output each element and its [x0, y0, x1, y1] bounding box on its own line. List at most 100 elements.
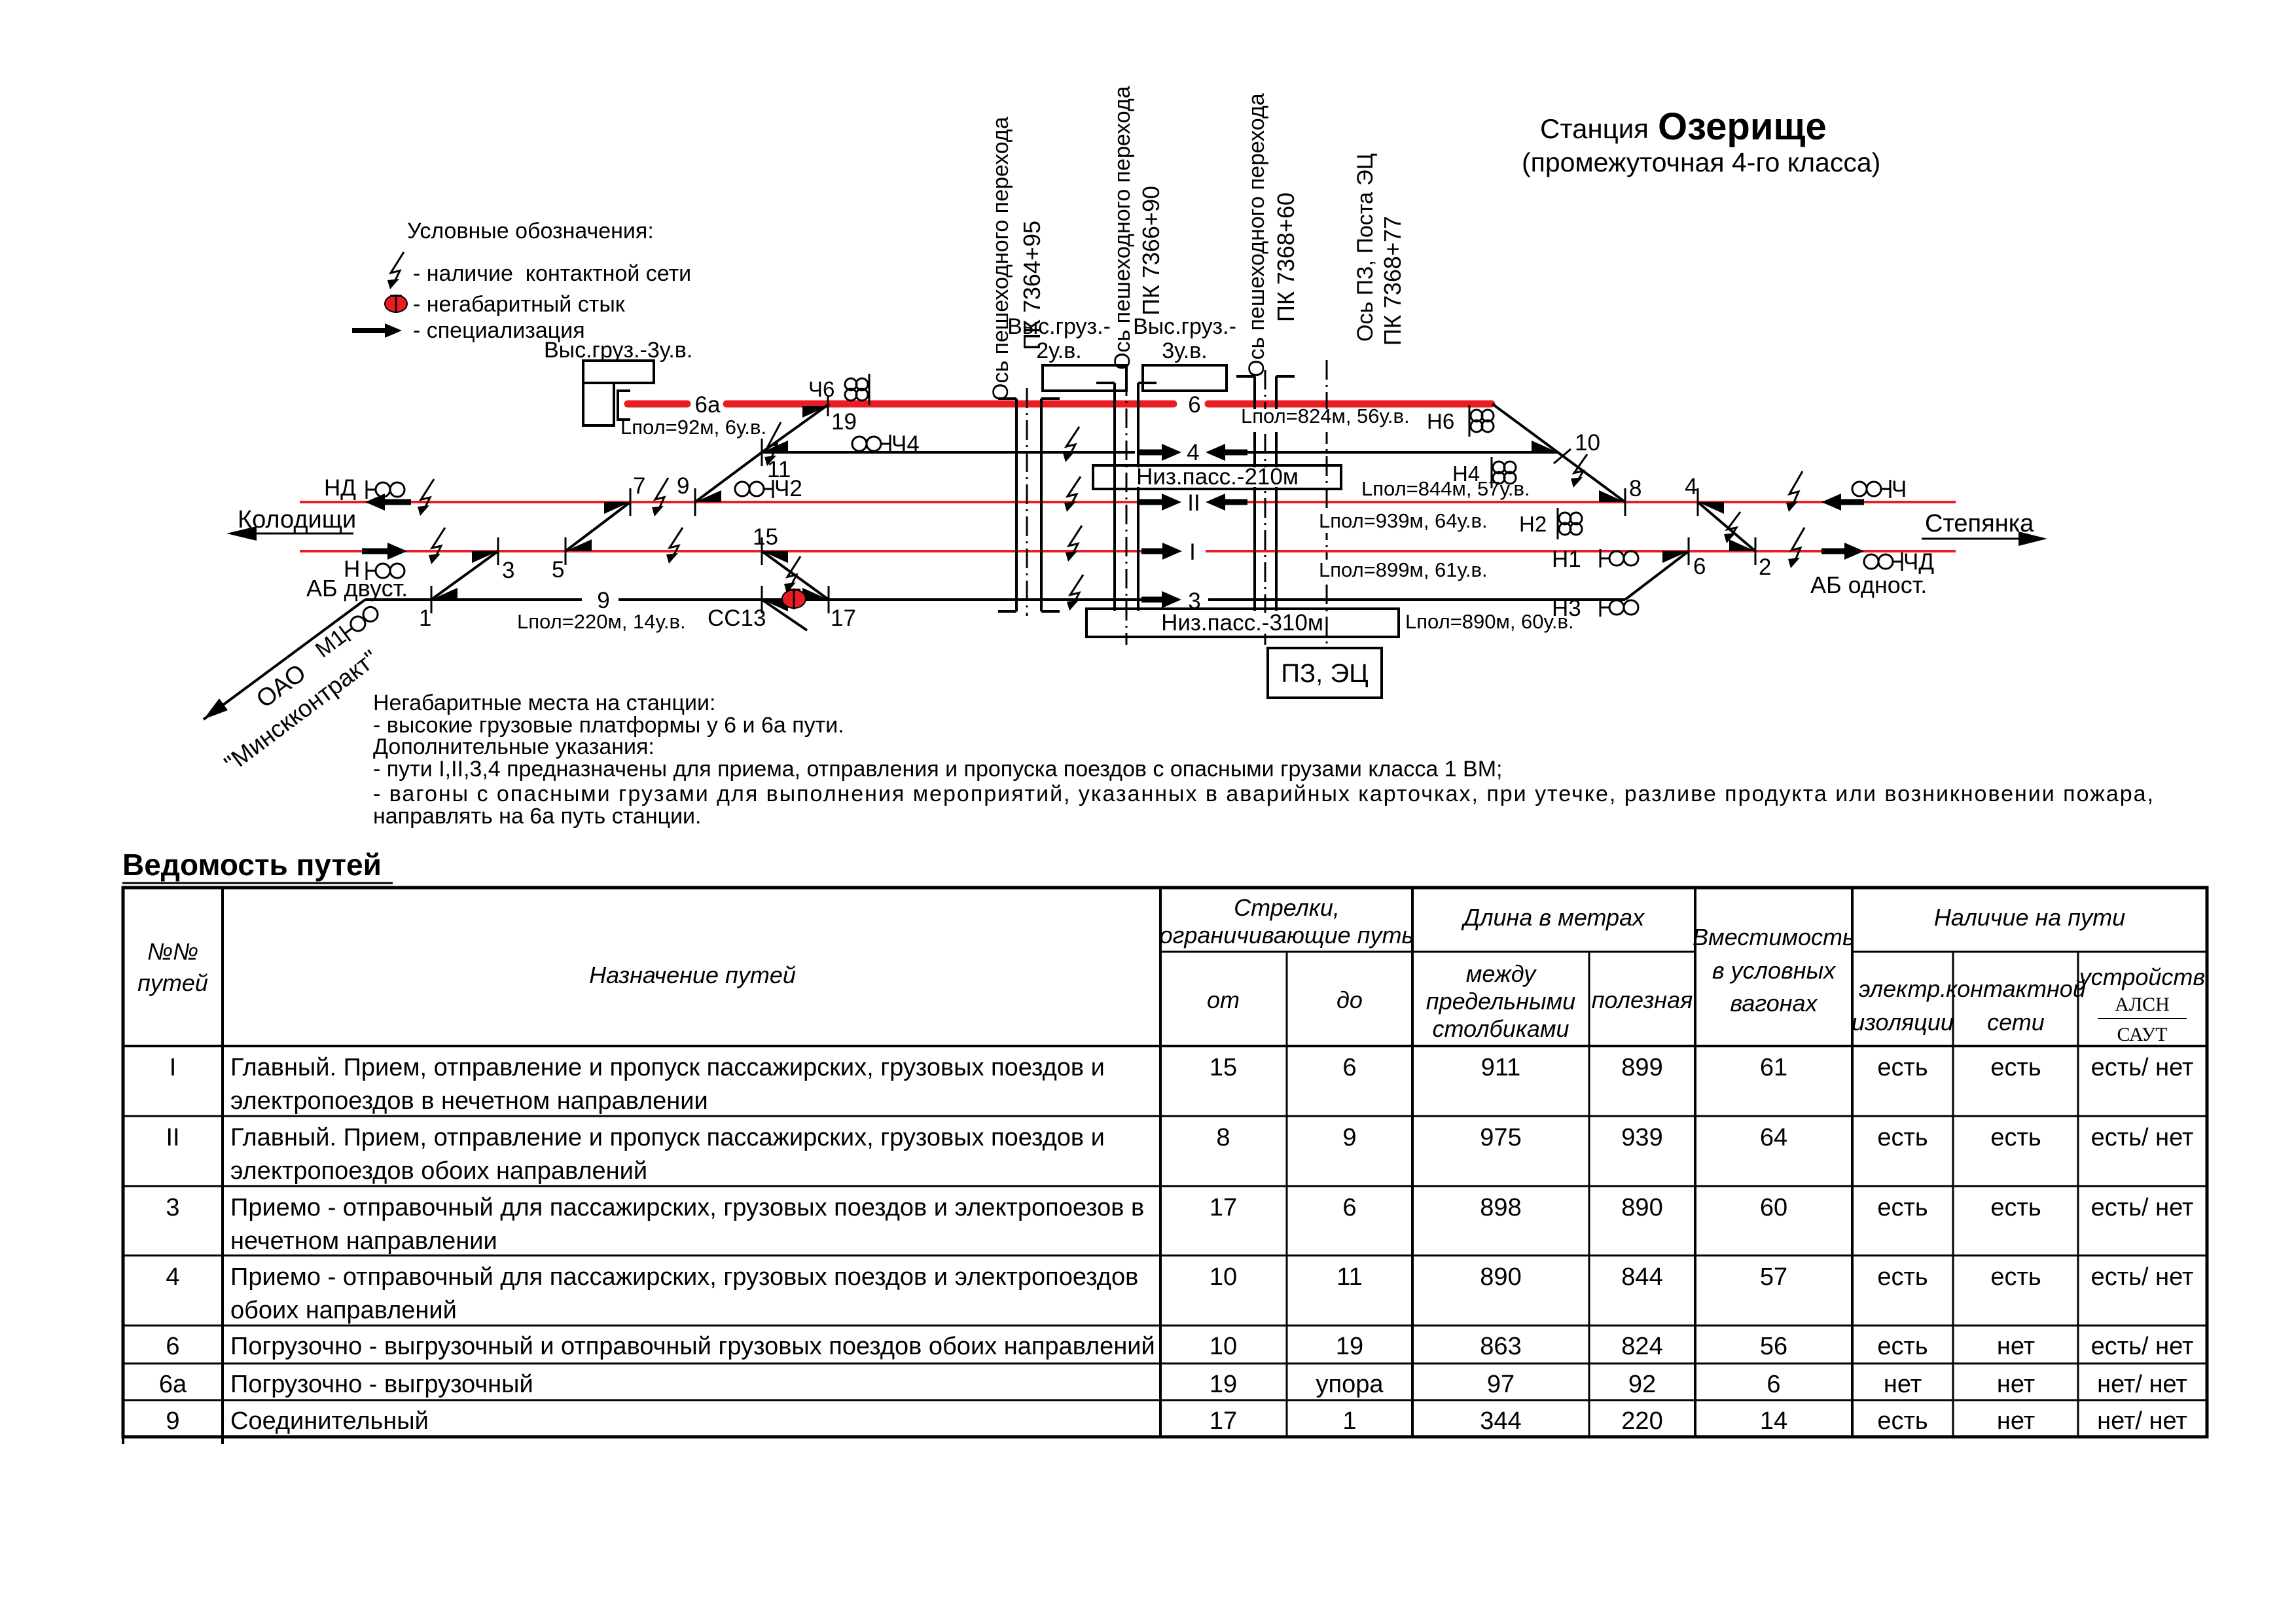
- svg-text:есть: есть: [1990, 1263, 2041, 1291]
- svg-text:6: 6: [1342, 1194, 1356, 1221]
- svg-text:сети: сети: [1987, 1009, 2045, 1036]
- svg-text:нет: нет: [1884, 1371, 1922, 1398]
- svg-text:- вагоны с опасными грузами дл: - вагоны с опасными грузами для выполнен…: [373, 782, 2153, 806]
- svg-text:Lпол=899м, 61у.в.: Lпол=899м, 61у.в.: [1319, 558, 1488, 581]
- svg-text:столбиками: столбиками: [1432, 1015, 1569, 1042]
- svg-text:есть: есть: [1877, 1333, 1928, 1360]
- svg-text:ПЗ, ЭЦ: ПЗ, ЭЦ: [1281, 659, 1368, 688]
- svg-text:8: 8: [1216, 1124, 1230, 1151]
- svg-text:ПК 7366+90: ПК 7366+90: [1138, 186, 1164, 316]
- svg-text:ПК 7364+95: ПК 7364+95: [1018, 221, 1045, 350]
- svg-text:17: 17: [1210, 1407, 1237, 1435]
- svg-text:15: 15: [1210, 1054, 1237, 1081]
- svg-text:Н: Н: [344, 556, 360, 582]
- svg-text:есть: есть: [1990, 1054, 2041, 1081]
- svg-text:упора: упора: [1316, 1371, 1384, 1398]
- svg-text:Ось пешеходного перехода: Ось пешеходного перехода: [988, 117, 1013, 401]
- svg-text:Lпол=220м, 14у.в.: Lпол=220м, 14у.в.: [517, 610, 686, 633]
- svg-text:Ч2: Ч2: [774, 476, 802, 501]
- svg-text:направлять на 6а путь станции.: направлять на 6а путь станции.: [373, 804, 702, 829]
- svg-text:путей: путей: [137, 969, 208, 996]
- svg-text:3: 3: [166, 1194, 179, 1221]
- svg-text:2: 2: [1759, 554, 1771, 580]
- svg-text:есть: есть: [1877, 1407, 1928, 1435]
- svg-text:64: 64: [1760, 1124, 1787, 1151]
- svg-text:- пути I,II,3,4 предназначены: - пути I,II,3,4 предназначены для приема…: [373, 757, 1502, 782]
- svg-text:Наличие на пути: Наличие на пути: [1934, 904, 2125, 931]
- svg-text:нет: нет: [1997, 1407, 2035, 1435]
- svg-text:Приемо - отправочный для пасса: Приемо - отправочный для пассажирских, г…: [230, 1194, 1144, 1221]
- svg-text:9: 9: [597, 588, 609, 613]
- svg-text:нет: нет: [1997, 1333, 2035, 1360]
- svg-text:Погрузочно - выгрузочный: Погрузочно - выгрузочный: [230, 1371, 533, 1398]
- svg-text:2у.в.: 2у.в.: [1036, 338, 1081, 363]
- svg-text:АБ одност.: АБ одност.: [1810, 571, 1927, 598]
- svg-text:Длина в метрах: Длина в метрах: [1461, 904, 1645, 931]
- svg-text:от: от: [1207, 986, 1240, 1013]
- svg-text:ПК 7368+77: ПК 7368+77: [1379, 216, 1406, 346]
- svg-text:Степянка: Степянка: [1925, 510, 2034, 537]
- svg-text:9: 9: [1342, 1124, 1356, 1151]
- svg-text:92: 92: [1628, 1371, 1656, 1398]
- svg-text:56: 56: [1760, 1333, 1787, 1360]
- svg-text:19: 19: [1336, 1333, 1363, 1360]
- svg-text:19: 19: [831, 409, 857, 435]
- svg-text:3у.в.: 3у.в.: [1162, 338, 1207, 363]
- svg-text:10: 10: [1575, 430, 1600, 456]
- svg-text:14: 14: [1760, 1407, 1787, 1435]
- svg-text:Вместимость: Вместимость: [1693, 924, 1855, 950]
- svg-text:Назначение путей: Назначение путей: [589, 962, 796, 988]
- svg-text:есть/ нет: есть/ нет: [2091, 1124, 2194, 1151]
- svg-text:нет: нет: [1997, 1371, 2035, 1398]
- svg-text:есть: есть: [1877, 1054, 1928, 1081]
- svg-text:I: I: [170, 1054, 177, 1081]
- svg-text:ограничивающие путь: ограничивающие путь: [1160, 922, 1414, 948]
- svg-text:11: 11: [1336, 1263, 1362, 1291]
- svg-text:Колодищи: Колодищи: [238, 506, 356, 533]
- svg-text:есть/ нет: есть/ нет: [2091, 1194, 2194, 1221]
- svg-text:1: 1: [419, 605, 431, 631]
- svg-text:нет/ нет: нет/ нет: [2097, 1407, 2187, 1435]
- svg-text:САУТ: САУТ: [2117, 1024, 2167, 1045]
- svg-text:изоляции: изоляции: [1852, 1009, 1954, 1036]
- svg-text:- высокие грузовые платформы у: - высокие грузовые платформы у 6 и 6а пу…: [373, 713, 844, 738]
- svg-text:Н1: Н1: [1552, 547, 1581, 572]
- svg-text:Низ.пасс.-310м: Низ.пасс.-310м: [1161, 610, 1323, 636]
- svg-text:№№: №№: [147, 938, 198, 965]
- svg-text:6: 6: [1767, 1371, 1780, 1398]
- svg-text:Lпол=824м, 56у.в.: Lпол=824м, 56у.в.: [1241, 405, 1410, 427]
- svg-text:есть: есть: [1877, 1194, 1928, 1221]
- svg-text:344: 344: [1480, 1407, 1521, 1435]
- svg-text:9: 9: [677, 473, 689, 499]
- svg-text:Станция: Станция: [1540, 113, 1649, 144]
- svg-text:есть/ нет: есть/ нет: [2091, 1333, 2194, 1360]
- svg-text:890: 890: [1621, 1194, 1662, 1221]
- svg-text:обоих направлений: обоих направлений: [230, 1297, 457, 1324]
- svg-text:6: 6: [166, 1333, 179, 1360]
- svg-text:6: 6: [1188, 392, 1200, 418]
- svg-text:Приемо - отправочный для пасса: Приемо - отправочный для пассажирских, г…: [230, 1263, 1138, 1291]
- svg-text:890: 890: [1480, 1263, 1521, 1291]
- svg-text:есть: есть: [1877, 1124, 1928, 1151]
- svg-text:II: II: [1187, 490, 1200, 516]
- svg-text:7: 7: [633, 473, 645, 499]
- svg-text:8: 8: [1629, 476, 1641, 501]
- svg-text:Ч4: Ч4: [891, 431, 920, 457]
- svg-text:975: 975: [1480, 1124, 1521, 1151]
- svg-text:устройств: устройств: [2077, 964, 2205, 990]
- svg-text:Ч: Ч: [1892, 477, 1907, 502]
- svg-text:17: 17: [831, 605, 856, 631]
- svg-text:полезная: полезная: [1592, 986, 1693, 1013]
- svg-text:НД: НД: [324, 475, 356, 501]
- svg-text:Стрелки,: Стрелки,: [1234, 894, 1340, 921]
- svg-text:6: 6: [1342, 1054, 1356, 1081]
- svg-text:220: 220: [1621, 1407, 1662, 1435]
- svg-text:863: 863: [1480, 1333, 1521, 1360]
- svg-text:Погрузочно - выгрузочный и отп: Погрузочно - выгрузочный и отправочный г…: [230, 1333, 1155, 1360]
- svg-text:Главный. Прием, отправление и: Главный. Прием, отправление и пропуск па…: [230, 1124, 1105, 1151]
- svg-text:есть/ нет: есть/ нет: [2091, 1263, 2194, 1291]
- svg-text:есть: есть: [1990, 1124, 2041, 1151]
- svg-text:ПК 7368+60: ПК 7368+60: [1272, 192, 1299, 322]
- svg-text:СС13: СС13: [708, 605, 766, 631]
- svg-text:Ось пешеходного перехода: Ось пешеходного перехода: [1244, 93, 1269, 377]
